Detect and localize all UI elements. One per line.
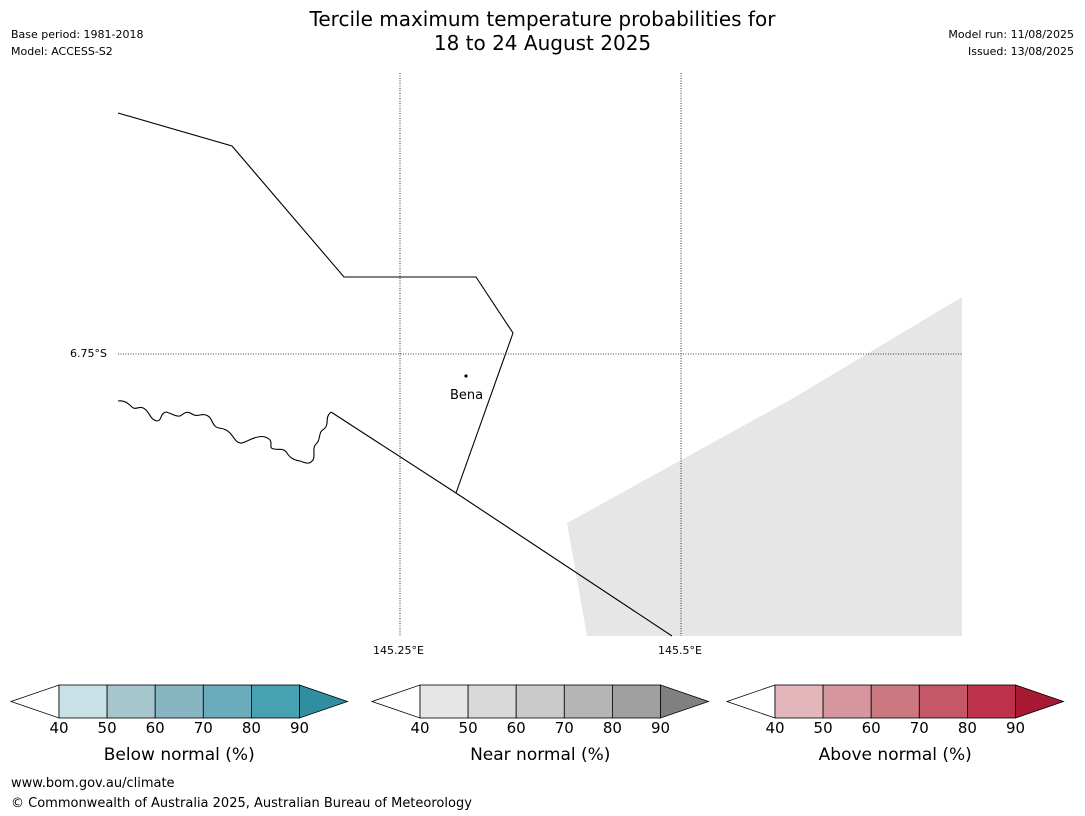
above-normal-segment bbox=[967, 684, 1016, 719]
near-normal-tick-label: 70 bbox=[554, 719, 574, 737]
shaded-region bbox=[567, 297, 962, 636]
river-line bbox=[117, 400, 332, 464]
longitude-label-145-25: 145.25°E bbox=[373, 644, 424, 657]
near-normal-tick-label: 50 bbox=[458, 719, 478, 737]
below-normal-colorbar-title: Below normal (%) bbox=[103, 745, 255, 765]
model-name: Model: ACCESS-S2 bbox=[11, 45, 113, 58]
below-normal-segment bbox=[106, 684, 156, 719]
above-normal-segment bbox=[870, 684, 920, 719]
place-label-bena: Bena bbox=[450, 388, 484, 403]
meta-left: Base period: 1981-2018 Model: ACCESS-S2 bbox=[11, 26, 143, 60]
near-normal-colorbar-title: Near normal (%) bbox=[470, 745, 611, 765]
below-normal-tick-label: 70 bbox=[193, 719, 213, 737]
below-normal-tick-label: 50 bbox=[97, 719, 117, 737]
above-normal-segment bbox=[918, 684, 968, 719]
map-title: Tercile maximum temperature probabilitie… bbox=[0, 7, 1085, 55]
below-normal-segment bbox=[154, 684, 204, 719]
footer-copyright: © Commonwealth of Australia 2025, Austra… bbox=[11, 796, 472, 811]
near-normal-tick-label: 80 bbox=[602, 719, 622, 737]
near-normal-segment bbox=[563, 684, 613, 719]
footer-url: www.bom.gov.au/climate bbox=[11, 776, 175, 791]
above-normal-segment bbox=[774, 684, 824, 719]
near-normal-segment bbox=[515, 684, 565, 719]
below-normal-under-triangle bbox=[9, 684, 60, 719]
below-normal-tick-label: 90 bbox=[289, 719, 310, 737]
meta-right: Model run: 11/08/2025 Issued: 13/08/2025 bbox=[948, 26, 1074, 60]
bena-marker bbox=[464, 374, 468, 378]
above-normal-tick-label: 70 bbox=[909, 719, 929, 737]
province-boundary-south bbox=[330, 411, 673, 637]
above-normal-under-triangle bbox=[725, 684, 776, 719]
above-normal-colorbar-title: Above normal (%) bbox=[818, 745, 972, 765]
above-normal-tick-label: 40 bbox=[765, 719, 785, 737]
latitude-label: 6.75°S bbox=[70, 347, 107, 360]
near-normal-segment bbox=[419, 684, 469, 719]
near-normal-tick-label: 90 bbox=[650, 719, 671, 737]
colorbars bbox=[9, 684, 1065, 719]
above-normal-segment bbox=[822, 684, 872, 719]
near-normal-under-triangle bbox=[370, 684, 421, 719]
model-run: Model run: 11/08/2025 bbox=[948, 28, 1074, 41]
above-normal-tick-label: 90 bbox=[1005, 719, 1026, 737]
longitude-label-145-5: 145.5°E bbox=[658, 644, 702, 657]
issued-date: Issued: 13/08/2025 bbox=[967, 45, 1074, 58]
above-normal-tick-label: 60 bbox=[861, 719, 881, 737]
near-normal-over-triangle bbox=[660, 684, 710, 719]
near-normal-tick-label: 40 bbox=[410, 719, 430, 737]
below-normal-tick-label: 80 bbox=[241, 719, 261, 737]
below-normal-segment bbox=[202, 684, 252, 719]
title-line-2: 18 to 24 August 2025 bbox=[433, 31, 652, 55]
province-boundary-north bbox=[117, 112, 514, 494]
below-normal-segment bbox=[58, 684, 108, 719]
below-normal-over-triangle bbox=[299, 684, 349, 719]
above-normal-tick-label: 80 bbox=[957, 719, 977, 737]
below-normal-tick-label: 60 bbox=[145, 719, 165, 737]
near-normal-segment bbox=[467, 684, 517, 719]
title-line-1: Tercile maximum temperature probabilitie… bbox=[309, 7, 776, 31]
near-normal-segment bbox=[612, 684, 661, 719]
base-period: Base period: 1981-2018 bbox=[11, 28, 144, 41]
below-normal-segment bbox=[250, 684, 300, 719]
below-normal-tick-label: 40 bbox=[49, 719, 69, 737]
near-normal-tick-label: 60 bbox=[506, 719, 526, 737]
above-normal-over-triangle bbox=[1015, 684, 1065, 719]
above-normal-tick-label: 50 bbox=[813, 719, 833, 737]
